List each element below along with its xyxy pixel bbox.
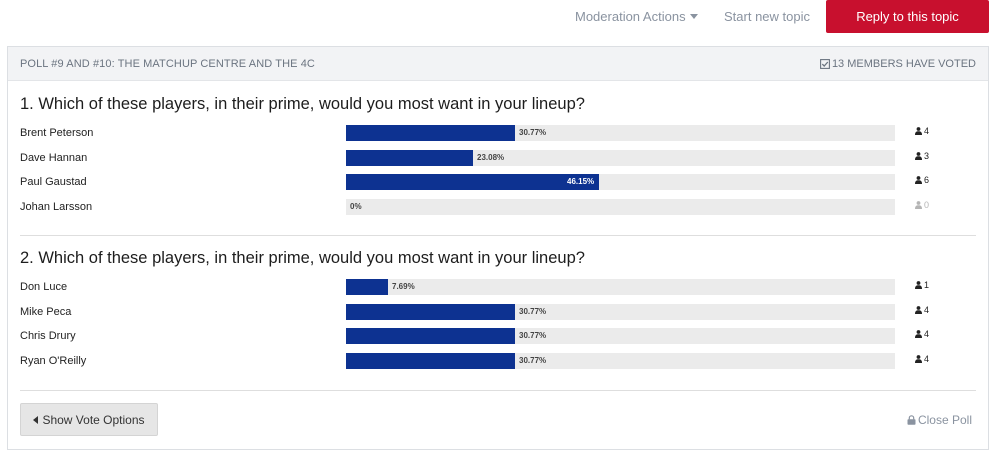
question-title: 2. Which of these players, in their prim… — [20, 249, 585, 267]
option-label: Chris Drury — [20, 330, 76, 343]
user-icon — [915, 281, 922, 289]
vote-count-number: 4 — [924, 304, 930, 315]
close-poll-label: Close Poll — [917, 413, 972, 427]
user-icon — [915, 305, 922, 314]
poll-title: POLL #9 AND #10: THE MATCHUP CENTRE AND … — [20, 58, 315, 70]
show-vote-options-label: Show Vote Options — [42, 412, 145, 427]
result-bar-track: 23.08% — [346, 149, 895, 166]
result-percentage: 46.15% — [567, 177, 595, 187]
vote-count-number: 4 — [924, 126, 930, 136]
lock-icon — [907, 415, 916, 425]
option-label: Ryan O'Reilly — [20, 355, 87, 368]
result-bar-fill — [346, 328, 515, 345]
result-bar-fill — [346, 174, 599, 191]
vote-count-number: 3 — [924, 150, 930, 161]
vote-count: 4 — [915, 354, 929, 364]
vote-count: 6 — [915, 175, 929, 185]
moderation-actions-menu[interactable]: Moderation Actions — [575, 9, 698, 24]
result-percentage: 23.08% — [477, 152, 505, 162]
poll-header: POLL #9 AND #10: THE MATCHUP CENTRE AND … — [8, 47, 988, 81]
question-title: 1. Which of these players, in their prim… — [20, 95, 585, 113]
close-poll-link[interactable]: Close Poll — [907, 413, 972, 427]
poll-option-row: Paul Gaustad 46.15% 6 — [20, 174, 980, 192]
question-divider — [20, 235, 976, 236]
voted-count-text: 13 MEMBERS HAVE VOTED — [831, 58, 976, 70]
vote-count: 4 — [915, 305, 929, 315]
result-percentage: 30.77% — [519, 356, 547, 366]
result-bar-fill — [346, 353, 515, 370]
result-bar-fill — [346, 149, 473, 166]
poll-option-row: Ryan O'Reilly 30.77% 4 — [20, 353, 980, 371]
show-vote-options-button[interactable]: Show Vote Options — [20, 403, 158, 436]
start-new-topic-link[interactable]: Start new topic — [724, 9, 810, 24]
result-percentage: 0% — [350, 202, 362, 212]
option-label: Johan Larsson — [20, 201, 93, 214]
poll-option-row: Brent Peterson 30.77% 4 — [20, 125, 980, 143]
vote-count-number: 0 — [924, 200, 930, 211]
result-percentage: 7.69% — [392, 282, 415, 291]
result-bar-track: 30.77% — [346, 303, 895, 320]
vote-count-number: 4 — [924, 329, 930, 340]
option-label: Dave Hannan — [20, 151, 88, 164]
result-bar-fill — [346, 125, 515, 141]
poll-question-1: 1. Which of these players, in their prim… — [20, 95, 585, 114]
result-bar-fill — [346, 279, 388, 295]
vote-count: 0 — [915, 200, 929, 210]
reply-to-topic-button[interactable]: Reply to this topic — [826, 0, 989, 33]
caret-left-icon — [33, 415, 39, 424]
user-icon — [915, 176, 922, 185]
result-bar-track: 30.77% — [346, 125, 895, 141]
poll-option-row: Dave Hannan 23.08% 3 — [20, 149, 980, 168]
vote-count-number: 4 — [924, 354, 930, 365]
poll-option-row: Don Luce 7.69% 1 — [20, 279, 980, 297]
poll-option-row: Chris Drury 30.77% 4 — [20, 328, 980, 346]
result-bar-track: 0% — [346, 199, 895, 216]
footer-divider — [20, 390, 976, 391]
voted-count: 13 MEMBERS HAVE VOTED — [819, 58, 976, 70]
vote-count-number: 6 — [924, 175, 930, 186]
result-bar-track: 30.77% — [346, 328, 895, 345]
vote-count-number: 1 — [924, 280, 930, 290]
vote-count: 4 — [915, 329, 929, 339]
topic-action-bar: Moderation Actions Start new topic Reply… — [0, 0, 1000, 40]
poll-option-row: Johan Larsson 0% 0 — [20, 199, 980, 217]
result-bar-track: 30.77% — [346, 353, 895, 370]
result-bar-fill — [346, 303, 515, 320]
vote-count: 4 — [915, 126, 929, 136]
option-label: Brent Peterson — [20, 127, 94, 139]
user-icon — [915, 151, 922, 160]
vote-count: 3 — [915, 151, 929, 161]
result-percentage: 30.77% — [519, 306, 547, 316]
user-icon — [915, 330, 922, 339]
result-percentage: 30.77% — [519, 128, 547, 137]
result-bar-track: 46.15% — [346, 174, 895, 191]
user-icon — [915, 127, 922, 135]
result-percentage: 30.77% — [519, 331, 547, 341]
result-bar-track: 7.69% — [346, 279, 895, 295]
moderation-actions-label: Moderation Actions — [575, 9, 686, 24]
option-label: Mike Peca — [20, 305, 72, 318]
poll-container: POLL #9 AND #10: THE MATCHUP CENTRE AND … — [7, 46, 989, 450]
check-square-icon — [819, 59, 830, 69]
option-label: Don Luce — [20, 281, 68, 293]
option-label: Paul Gaustad — [20, 176, 87, 189]
caret-down-icon — [689, 14, 698, 19]
vote-count: 1 — [915, 280, 929, 290]
poll-option-row: Mike Peca 30.77% 4 — [20, 303, 980, 322]
user-icon — [915, 355, 922, 364]
poll-question-2: 2. Which of these players, in their prim… — [20, 249, 585, 268]
user-icon — [915, 201, 922, 210]
